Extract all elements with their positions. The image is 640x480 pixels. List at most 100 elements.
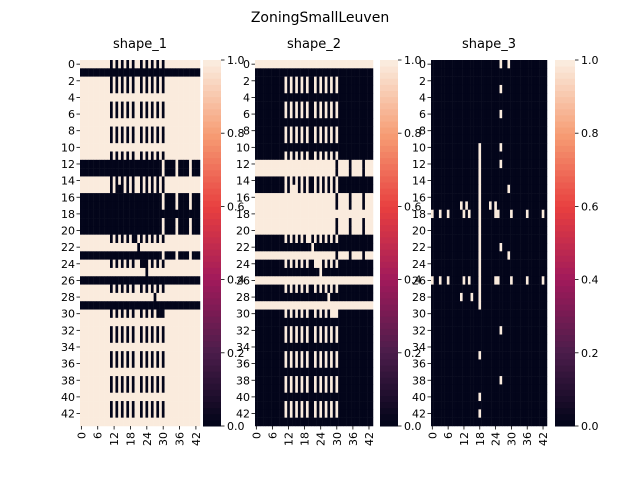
heatmap-cell: [449, 134, 453, 144]
heatmap-cell: [311, 309, 315, 319]
heatmap-cell: [137, 168, 141, 177]
heatmap-cell: [189, 118, 193, 127]
heatmap-cell: [340, 84, 344, 94]
heatmap-cell: [314, 126, 317, 136]
heatmap-cell: [343, 159, 347, 169]
heatmap-cell: [322, 159, 325, 169]
heatmap-cell: [544, 60, 548, 69]
heatmap-cell: [311, 176, 315, 186]
heatmap-cell: [515, 126, 519, 136]
heatmap-cell: [544, 184, 548, 194]
heatmap-cell: [271, 284, 275, 294]
heatmap-cell: [170, 134, 173, 144]
heatmap-cell: [486, 151, 490, 161]
heatmap-cell: [82, 101, 86, 111]
heatmap-cell: [297, 292, 301, 302]
heatmap-cell: [153, 118, 157, 127]
heatmap-cell: [289, 234, 293, 244]
heatmap-cell: [167, 317, 171, 327]
heatmap-cell: [300, 317, 304, 327]
heatmap-cell: [82, 243, 86, 252]
heatmap-cell: [110, 409, 113, 418]
heatmap-cell: [473, 68, 477, 77]
heatmap-cell: [175, 317, 179, 327]
heatmap-cell: [433, 159, 437, 169]
heatmap-cell: [131, 367, 135, 377]
heatmap-cell: [305, 384, 309, 393]
heatmap-cell: [470, 168, 474, 177]
y-tick-label: 10: [236, 141, 250, 154]
heatmap-cell: [449, 126, 453, 136]
heatmap-cell: [167, 176, 171, 186]
heatmap-cell: [502, 109, 506, 119]
heatmap-cell: [104, 126, 108, 136]
heatmap-cell: [491, 118, 495, 127]
heatmap-cell: [515, 209, 519, 219]
heatmap-cell: [504, 151, 508, 161]
heatmap-cell: [96, 218, 100, 227]
heatmap-cell: [273, 201, 277, 210]
heatmap-cell: [167, 243, 171, 252]
heatmap-cell: [112, 193, 116, 202]
heatmap-cell: [483, 193, 487, 202]
heatmap-cell: [356, 184, 360, 194]
heatmap-cell: [441, 218, 445, 227]
heatmap-cell: [303, 401, 307, 410]
heatmap-cell: [356, 176, 360, 186]
heatmap-cell: [297, 151, 301, 161]
heatmap-cell: [520, 159, 524, 169]
heatmap-cell: [449, 101, 453, 111]
heatmap-cell: [80, 159, 83, 169]
heatmap-cell: [153, 409, 157, 418]
heatmap-cell: [370, 309, 374, 319]
heatmap-cell: [465, 193, 469, 202]
heatmap-cell: [93, 243, 97, 252]
heatmap-cell: [308, 392, 312, 402]
heatmap-cell: [134, 276, 138, 285]
heatmap-cell: [475, 201, 479, 210]
heatmap-cell: [178, 334, 182, 344]
heatmap-cell: [194, 118, 198, 127]
heatmap-cell: [126, 234, 130, 244]
heatmap-cell: [367, 118, 371, 127]
heatmap-cell: [364, 292, 368, 302]
heatmap-cell: [444, 76, 448, 86]
heatmap-cell: [330, 101, 334, 111]
heatmap-cell: [292, 243, 296, 252]
heatmap-cell: [265, 309, 269, 319]
colorbar-tick-label: 0.6: [227, 200, 245, 213]
heatmap-cell: [460, 84, 463, 94]
heatmap-cell: [90, 342, 94, 352]
heatmap-cell: [330, 401, 334, 410]
heatmap-cell: [348, 267, 352, 277]
heatmap-cell: [90, 351, 94, 360]
heatmap-cell: [99, 401, 103, 410]
heatmap-cell: [324, 101, 328, 111]
heatmap-cell: [539, 143, 542, 152]
heatmap-cell: [93, 301, 97, 310]
heatmap-cell: [145, 309, 149, 319]
heatmap-cell: [330, 384, 334, 393]
heatmap-cell: [131, 126, 135, 136]
heatmap-cell: [295, 234, 299, 244]
heatmap-cell: [131, 317, 135, 327]
heatmap-cell: [159, 68, 163, 77]
heatmap-cell: [303, 118, 307, 127]
heatmap-cell: [85, 392, 89, 402]
heatmap-cell: [175, 376, 179, 385]
heatmap-cell: [308, 184, 312, 194]
heatmap-cell: [104, 326, 108, 335]
heatmap-cell: [145, 376, 149, 385]
heatmap-cells: [431, 60, 548, 427]
heatmap-cell: [273, 60, 277, 69]
heatmap-cell: [134, 409, 138, 418]
heatmap-cell: [107, 401, 111, 410]
heatmap-cell: [123, 351, 127, 360]
heatmap-cell: [327, 276, 331, 285]
heatmap-cell: [287, 201, 291, 210]
heatmap-cell: [120, 76, 124, 86]
heatmap-cell: [273, 284, 277, 294]
heatmap-cell: [276, 159, 280, 169]
heatmap-cell: [457, 93, 461, 102]
heatmap-cell: [156, 367, 160, 377]
